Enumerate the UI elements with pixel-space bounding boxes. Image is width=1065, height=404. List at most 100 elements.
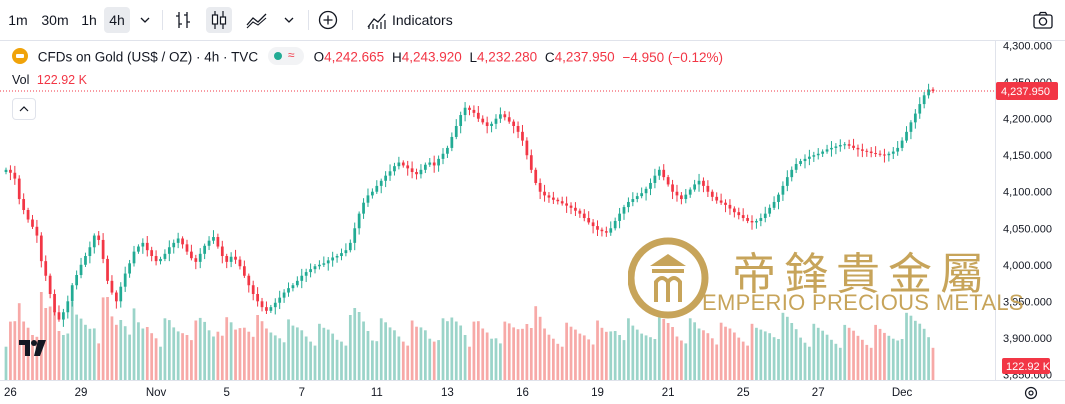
candle-body	[216, 237, 220, 247]
volume-bar	[446, 321, 449, 380]
volume-bar	[84, 324, 87, 380]
volume-bar	[44, 308, 48, 380]
toolbar-divider	[308, 10, 309, 30]
volume-bar	[728, 328, 732, 380]
volume-bar	[247, 331, 251, 380]
candle-body	[300, 275, 304, 281]
volume-bar	[39, 292, 43, 380]
candle-body	[238, 259, 242, 267]
volume-bar	[750, 323, 754, 380]
candle-body	[106, 258, 109, 281]
candle-body	[35, 226, 39, 236]
candle-body	[181, 238, 184, 245]
volume-bar	[13, 321, 17, 380]
volume-bar	[490, 338, 493, 380]
volume-bar	[238, 328, 242, 380]
volume-bar	[212, 336, 215, 380]
interval-30m-button[interactable]: 30m	[41, 12, 69, 28]
volume-bar	[401, 341, 405, 380]
candle-body	[9, 169, 12, 173]
volume-bar	[777, 339, 780, 380]
volume-bar	[856, 335, 860, 380]
candle-body	[569, 205, 573, 208]
tradingview-logo-icon[interactable]	[18, 337, 48, 359]
volume-bar	[366, 331, 370, 380]
volume-bar	[737, 337, 741, 380]
volume-bar	[702, 330, 705, 380]
candle-body	[861, 149, 864, 151]
collapse-legend-button[interactable]	[12, 98, 36, 120]
candle-body	[75, 275, 78, 286]
interval-1h-button[interactable]: 1h	[81, 12, 97, 28]
volume-bar	[710, 338, 714, 380]
volume-bar	[600, 327, 604, 380]
volume-bar	[847, 327, 851, 380]
area-chart-type-icon[interactable]	[244, 7, 270, 33]
symbol-title[interactable]: CFDs on Gold (US$ / OZ) · 4h · TVC	[37, 49, 259, 65]
volume-bar	[167, 320, 171, 380]
interval-dropdown-chevron-icon[interactable]	[132, 7, 158, 33]
candle-body	[137, 246, 140, 252]
candle-body	[353, 228, 357, 243]
chart-type-dropdown-chevron-icon[interactable]	[276, 7, 302, 33]
indicators-icon[interactable]	[364, 7, 390, 33]
volume-bar	[335, 339, 339, 380]
volume-bar	[375, 341, 379, 380]
interval-4h-button[interactable]: 4h	[104, 7, 130, 33]
volume-bar	[613, 331, 617, 380]
candle-body	[269, 307, 273, 311]
candles-chart-type-icon[interactable]	[206, 7, 232, 33]
candle-body	[534, 169, 538, 183]
volume-bar	[644, 335, 648, 380]
volume-bar	[432, 341, 436, 380]
volume-bar	[388, 327, 392, 380]
candle-body	[521, 131, 524, 141]
candle-body	[622, 207, 626, 214]
settings-gear-icon[interactable]	[1022, 384, 1040, 402]
candle-body	[631, 199, 635, 202]
interval-1m-button[interactable]: 1m	[8, 12, 28, 28]
candle-body	[856, 147, 860, 150]
volume-bar	[287, 319, 290, 380]
candle-body	[883, 154, 886, 156]
price-tick-label: 4,200.000	[1003, 114, 1052, 126]
candle-body	[388, 171, 392, 176]
candle-body	[476, 112, 480, 119]
candle-body	[724, 202, 727, 205]
market-open-dot-icon	[273, 52, 282, 60]
last-volume-label: 122.92 K	[1006, 361, 1051, 373]
volume-bar	[671, 327, 674, 380]
volume-bar	[609, 331, 613, 380]
time-tick-label: 7	[299, 387, 305, 399]
candle-body	[750, 220, 754, 223]
volume-bar	[640, 333, 644, 380]
indicators-button[interactable]: Indicators	[392, 12, 453, 28]
volume-bar	[706, 333, 710, 380]
candle-body	[587, 218, 591, 223]
market-status-toggle[interactable]: ≈	[267, 47, 304, 65]
time-tick-label: 21	[662, 387, 675, 399]
candle-body	[256, 294, 259, 302]
compare-add-symbol-icon[interactable]	[315, 7, 341, 33]
candle-body	[415, 172, 418, 175]
price-tick-label: 4,000.000	[1003, 260, 1052, 272]
volume-bar	[816, 327, 820, 380]
camera-snapshot-icon[interactable]	[1030, 7, 1056, 33]
volume-bars	[4, 292, 935, 380]
bar-chart-type-icon[interactable]	[170, 7, 196, 33]
last-volume-badge	[1002, 358, 1050, 374]
candle-body	[468, 107, 471, 110]
close-label: C	[544, 49, 555, 65]
candle-body	[816, 153, 820, 156]
candle-body	[525, 140, 529, 156]
low-value: 4,232.280	[477, 49, 538, 65]
candle-body	[273, 302, 277, 308]
volume-bar	[340, 341, 343, 380]
volume-bar	[70, 301, 74, 380]
candle-body	[741, 215, 745, 219]
candle-body	[830, 147, 833, 150]
volume-bar	[150, 333, 154, 380]
volume-bar	[119, 320, 123, 380]
candle-body	[759, 218, 763, 221]
